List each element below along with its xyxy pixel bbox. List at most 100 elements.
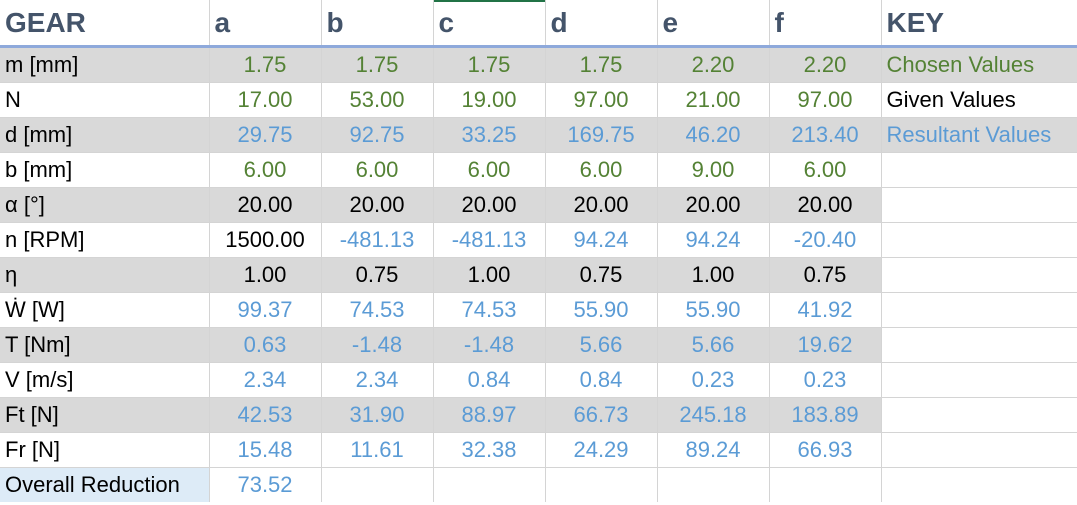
cell[interactable]: 2.20 xyxy=(657,46,770,83)
cell[interactable]: 2.34 xyxy=(209,362,322,398)
key-given-values[interactable]: Given Values xyxy=(880,82,1077,118)
cell[interactable]: 21.00 xyxy=(657,82,770,118)
overall-reduction-label[interactable]: Overall Reduction xyxy=(0,467,210,502)
key-cell[interactable] xyxy=(880,397,1077,433)
cell[interactable]: 17.00 xyxy=(209,82,322,118)
key-cell[interactable] xyxy=(880,432,1077,468)
cell[interactable]: 20.00 xyxy=(321,187,434,223)
cell[interactable]: 55.90 xyxy=(545,292,658,328)
cell[interactable]: 31.90 xyxy=(321,397,434,433)
cell[interactable]: 6.00 xyxy=(769,152,882,188)
header-col-e[interactable]: e xyxy=(657,0,770,48)
cell[interactable]: 9.00 xyxy=(657,152,770,188)
key-resultant-values[interactable]: Resultant Values xyxy=(880,117,1077,153)
header-col-a[interactable]: a xyxy=(209,0,322,48)
header-gear[interactable]: GEAR xyxy=(0,0,210,48)
cell[interactable]: 6.00 xyxy=(433,152,546,188)
cell[interactable]: 0.84 xyxy=(545,362,658,398)
empty-cell[interactable] xyxy=(321,467,434,502)
cell[interactable]: 5.66 xyxy=(657,327,770,363)
cell[interactable]: -20.40 xyxy=(769,222,882,258)
row-label[interactable]: V [m/s] xyxy=(0,362,210,398)
cell[interactable]: 1.75 xyxy=(433,46,546,83)
cell[interactable]: 20.00 xyxy=(433,187,546,223)
header-col-c[interactable]: c xyxy=(433,0,546,48)
cell[interactable]: 15.48 xyxy=(209,432,322,468)
row-label[interactable]: Ft [N] xyxy=(0,397,210,433)
cell[interactable]: 74.53 xyxy=(321,292,434,328)
header-col-f[interactable]: f xyxy=(769,0,882,48)
cell[interactable]: 0.75 xyxy=(545,257,658,293)
cell[interactable]: 0.23 xyxy=(769,362,882,398)
cell[interactable]: -481.13 xyxy=(321,222,434,258)
key-cell[interactable] xyxy=(880,187,1077,223)
cell[interactable]: 89.24 xyxy=(657,432,770,468)
key-cell[interactable] xyxy=(880,152,1077,188)
cell[interactable]: 6.00 xyxy=(545,152,658,188)
row-label[interactable]: b [mm] xyxy=(0,152,210,188)
cell[interactable]: 24.29 xyxy=(545,432,658,468)
cell[interactable]: 94.24 xyxy=(657,222,770,258)
overall-reduction-value[interactable]: 73.52 xyxy=(209,467,322,502)
cell[interactable]: 92.75 xyxy=(321,117,434,153)
empty-cell[interactable] xyxy=(657,467,770,502)
key-cell[interactable] xyxy=(880,222,1077,258)
cell[interactable]: 99.37 xyxy=(209,292,322,328)
row-label[interactable]: α [°] xyxy=(0,187,210,223)
cell[interactable]: 245.18 xyxy=(657,397,770,433)
cell[interactable]: 66.73 xyxy=(545,397,658,433)
cell[interactable]: 32.38 xyxy=(433,432,546,468)
cell[interactable]: 53.00 xyxy=(321,82,434,118)
key-cell[interactable] xyxy=(880,327,1077,363)
cell[interactable]: 74.53 xyxy=(433,292,546,328)
cell[interactable]: -1.48 xyxy=(433,327,546,363)
cell[interactable]: 33.25 xyxy=(433,117,546,153)
row-label[interactable]: n [RPM] xyxy=(0,222,210,258)
cell[interactable]: -481.13 xyxy=(433,222,546,258)
cell[interactable]: 2.20 xyxy=(769,46,882,83)
cell[interactable]: 94.24 xyxy=(545,222,658,258)
cell[interactable]: 20.00 xyxy=(209,187,322,223)
cell[interactable]: 213.40 xyxy=(769,117,882,153)
cell[interactable]: 1.00 xyxy=(209,257,322,293)
cell[interactable]: 11.61 xyxy=(321,432,434,468)
row-label[interactable]: T [Nm] xyxy=(0,327,210,363)
row-label[interactable]: Fr [N] xyxy=(0,432,210,468)
cell[interactable]: 5.66 xyxy=(545,327,658,363)
cell[interactable]: 0.75 xyxy=(769,257,882,293)
cell[interactable]: 1.75 xyxy=(545,46,658,83)
empty-cell[interactable] xyxy=(433,467,546,502)
row-label[interactable]: m [mm] xyxy=(0,46,210,83)
cell[interactable]: 97.00 xyxy=(545,82,658,118)
row-label[interactable]: η xyxy=(0,257,210,293)
cell[interactable]: 0.63 xyxy=(209,327,322,363)
cell[interactable]: 6.00 xyxy=(321,152,434,188)
cell[interactable]: 19.00 xyxy=(433,82,546,118)
cell[interactable]: 0.84 xyxy=(433,362,546,398)
header-col-b[interactable]: b xyxy=(321,0,434,48)
cell[interactable]: 66.93 xyxy=(769,432,882,468)
cell[interactable]: 1.00 xyxy=(433,257,546,293)
cell[interactable]: 29.75 xyxy=(209,117,322,153)
empty-cell[interactable] xyxy=(545,467,658,502)
cell[interactable]: 1.00 xyxy=(657,257,770,293)
cell[interactable]: 42.53 xyxy=(209,397,322,433)
cell[interactable]: 46.20 xyxy=(657,117,770,153)
empty-cell[interactable] xyxy=(880,467,1077,502)
cell[interactable]: 41.92 xyxy=(769,292,882,328)
row-label[interactable]: N xyxy=(0,82,210,118)
cell[interactable]: 1.75 xyxy=(321,46,434,83)
cell[interactable]: 0.75 xyxy=(321,257,434,293)
cell[interactable]: 19.62 xyxy=(769,327,882,363)
cell[interactable]: 6.00 xyxy=(209,152,322,188)
cell[interactable]: 88.97 xyxy=(433,397,546,433)
cell[interactable]: 97.00 xyxy=(769,82,882,118)
cell[interactable]: 55.90 xyxy=(657,292,770,328)
row-label[interactable]: d [mm] xyxy=(0,117,210,153)
cell[interactable]: 1500.00 xyxy=(209,222,322,258)
cell[interactable]: 0.23 xyxy=(657,362,770,398)
row-label[interactable]: Ẇ [W] xyxy=(0,292,210,328)
cell[interactable]: 20.00 xyxy=(769,187,882,223)
header-col-d[interactable]: d xyxy=(545,0,658,48)
cell[interactable]: 169.75 xyxy=(545,117,658,153)
